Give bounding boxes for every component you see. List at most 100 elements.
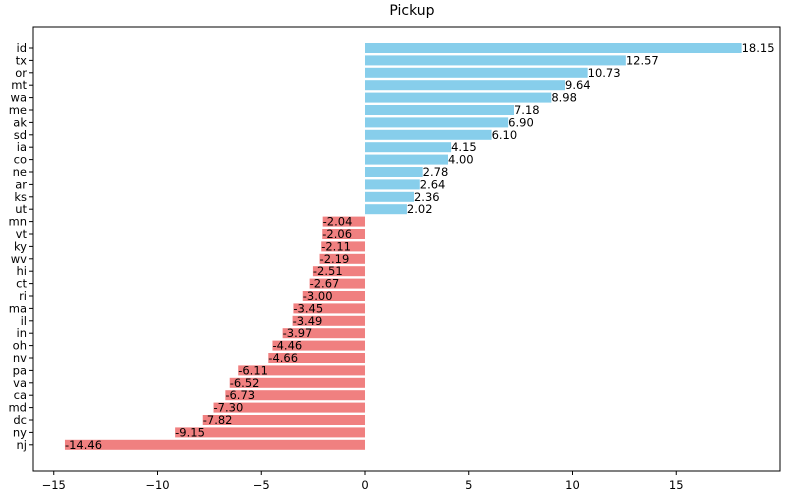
bar-value-label: -7.82	[203, 413, 233, 427]
bar-group	[64, 43, 742, 450]
bar-value-label: 8.98	[551, 91, 577, 105]
y-tick-label: tx	[16, 53, 28, 67]
bar-vt	[322, 229, 365, 239]
bar-value-label: -6.73	[225, 388, 255, 402]
bar-value-label: -3.45	[293, 301, 323, 315]
y-tick-label: co	[14, 153, 27, 167]
bar-il	[292, 315, 365, 326]
x-tick-label: −15	[42, 478, 66, 492]
x-tick-label: 15	[669, 478, 684, 492]
y-tick-label: pa	[13, 363, 27, 377]
y-tick-label: id	[17, 41, 28, 55]
y-tick-label: il	[21, 314, 27, 328]
bar-value-label: 2.64	[420, 177, 446, 191]
plot-frame	[32, 26, 781, 472]
bar-ct	[309, 278, 365, 289]
bar-value-label: 4.00	[448, 153, 474, 167]
y-tick-label: wv	[11, 252, 27, 266]
bar-wa	[365, 92, 552, 103]
y-tick-label: md	[8, 401, 27, 415]
bar-nv	[268, 353, 365, 363]
y-tick-label: oh	[13, 339, 27, 353]
x-tick-label: 10	[565, 478, 580, 492]
bar-md	[213, 402, 365, 413]
y-tick-label: ks	[14, 190, 27, 204]
bar-ky	[321, 241, 365, 252]
y-tick-label: sd	[14, 128, 27, 142]
bar-value-label: 18.15	[742, 41, 775, 55]
bar-value-label: 2.02	[407, 202, 433, 216]
y-tick-label: me	[9, 103, 27, 117]
bar-or	[365, 67, 588, 78]
bar-nj	[64, 439, 365, 450]
bar-ca	[225, 390, 365, 401]
bar-sd	[365, 129, 492, 140]
x-tick-label: −10	[145, 478, 169, 492]
bar-value-label: -2.19	[320, 252, 350, 266]
y-tick-label: ri	[19, 289, 27, 303]
bar-oh	[272, 340, 365, 351]
bar-id	[365, 43, 742, 53]
bar-mt	[365, 80, 566, 91]
y-tick-label: ca	[14, 388, 27, 402]
bar-value-label: -2.06	[322, 227, 352, 241]
bar-value-label: -7.30	[214, 401, 244, 415]
y-tick-label: ct	[16, 277, 27, 291]
bar-ks	[365, 191, 414, 202]
bar-value-label: 4.15	[451, 140, 477, 154]
x-tick-label: −5	[253, 478, 270, 492]
y-tick-label: nv	[13, 351, 27, 365]
bar-value-label: 6.10	[492, 128, 518, 142]
bar-value-label: -4.66	[268, 351, 298, 365]
bar-va	[229, 377, 365, 388]
y-tick-label: vt	[16, 227, 28, 241]
y-tick-label: ma	[9, 301, 27, 315]
y-tick-label: in	[17, 326, 27, 340]
y-tick-label: or	[15, 66, 27, 80]
y-axis-ticks: idtxormtwameaksdiaconearksutmnvtkywvhict…	[8, 41, 33, 452]
bar-hi	[312, 266, 365, 277]
bar-value-label: -3.00	[303, 289, 333, 303]
y-tick-label: nj	[17, 438, 27, 452]
bar-mn	[322, 216, 365, 227]
bar-value-label: -2.11	[321, 239, 351, 253]
y-tick-label: mt	[11, 78, 27, 92]
bar-ri	[302, 291, 365, 301]
bar-me	[365, 105, 514, 115]
bar-label-group: 18.15 12.57 10.739.648.98 7.186.906.10 4.154…	[65, 41, 775, 452]
bar-value-label: -2.04	[323, 215, 353, 229]
bar-ar	[365, 179, 420, 190]
bar-value-label: -4.46	[272, 339, 302, 353]
bar-dc	[202, 415, 365, 425]
bar-value-label: -14.46	[65, 438, 102, 452]
bar-value-label: -2.67	[310, 277, 340, 291]
bar-ak	[365, 117, 509, 128]
x-axis-ticks: −15 −10 −5 0 5 10 15	[42, 471, 684, 492]
bar-value-label: -6.52	[230, 376, 260, 390]
bar-ma	[293, 303, 365, 314]
bar-in	[282, 328, 365, 339]
chart-title: Pickup	[389, 3, 434, 19]
bar-value-label: -9.15	[175, 425, 205, 439]
bar-co	[365, 154, 448, 165]
y-tick-label: ne	[13, 165, 27, 179]
bar-value-label: 9.64	[565, 78, 591, 92]
bar-ne	[365, 167, 423, 177]
y-tick-label: ky	[14, 239, 27, 253]
bar-pa	[238, 365, 365, 376]
y-tick-label: ny	[13, 425, 27, 439]
y-tick-label: wa	[11, 91, 27, 105]
y-tick-label: ia	[17, 140, 27, 154]
bar-value-label: -3.97	[283, 326, 313, 340]
bar-ny	[175, 427, 365, 438]
bar-ut	[365, 204, 407, 215]
x-tick-label: 0	[361, 478, 368, 492]
y-tick-label: ak	[13, 115, 27, 129]
y-tick-label: va	[13, 376, 27, 390]
bar-wv	[319, 253, 365, 264]
bar-ia	[365, 142, 452, 153]
y-tick-label: dc	[13, 413, 27, 427]
bar-value-label: -3.49	[293, 314, 323, 328]
bar-tx	[365, 55, 626, 66]
